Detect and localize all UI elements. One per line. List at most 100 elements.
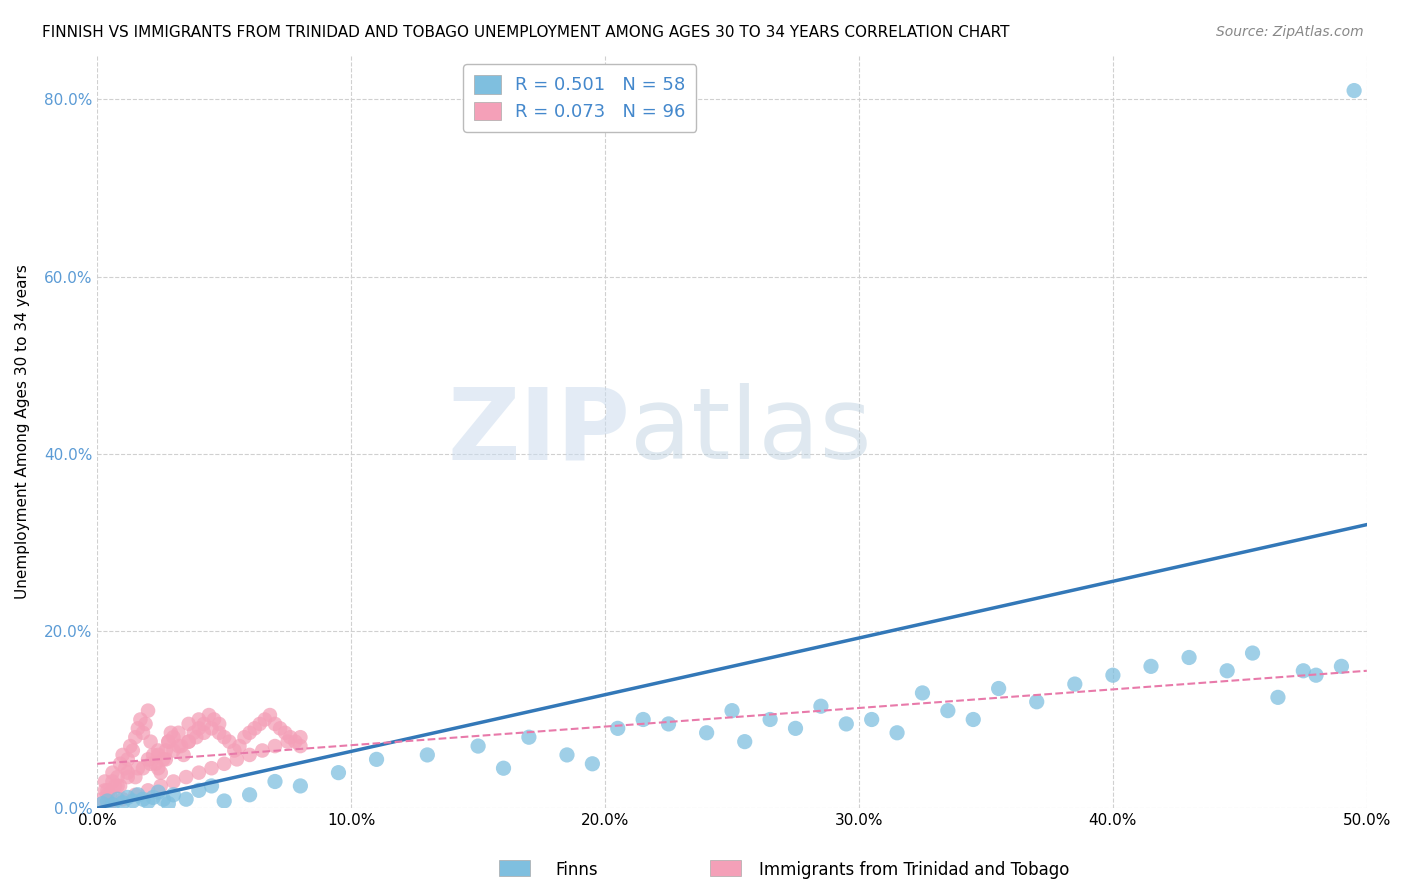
Legend: R = 0.501   N = 58, R = 0.073   N = 96: R = 0.501 N = 58, R = 0.073 N = 96	[463, 64, 696, 132]
Point	[269, 722, 291, 736]
Point	[200, 761, 222, 775]
Point	[212, 730, 235, 744]
Point	[886, 726, 908, 740]
Point	[555, 747, 578, 762]
Point	[98, 797, 121, 811]
Point	[101, 797, 124, 812]
Point	[1216, 664, 1239, 678]
Point	[658, 717, 681, 731]
Point	[157, 734, 180, 748]
Point	[127, 788, 149, 802]
Point	[1267, 690, 1289, 705]
Point	[132, 726, 155, 740]
Point	[187, 713, 209, 727]
Point	[810, 699, 832, 714]
Point	[136, 752, 159, 766]
Text: atlas: atlas	[630, 383, 872, 480]
Point	[187, 722, 209, 736]
Point	[581, 756, 603, 771]
Point	[145, 756, 167, 771]
Point	[155, 752, 177, 766]
Point	[127, 761, 149, 775]
Point	[162, 730, 184, 744]
Point	[239, 788, 262, 802]
Point	[91, 792, 114, 806]
Point	[259, 708, 281, 723]
Point	[111, 792, 134, 806]
Point	[631, 713, 654, 727]
Point	[233, 730, 256, 744]
Point	[120, 739, 142, 753]
Point	[200, 722, 222, 736]
Point	[835, 717, 858, 731]
Point	[148, 761, 170, 775]
Point	[284, 734, 307, 748]
Point	[911, 686, 934, 700]
Point	[274, 726, 297, 740]
Point	[117, 752, 139, 766]
Point	[142, 790, 165, 805]
Point	[1305, 668, 1327, 682]
Point	[121, 794, 143, 808]
Point	[187, 783, 209, 797]
Point	[202, 713, 225, 727]
Point	[366, 752, 388, 766]
Point	[152, 752, 174, 766]
Point	[253, 713, 276, 727]
Point	[1178, 650, 1201, 665]
Point	[136, 704, 159, 718]
Point	[101, 774, 124, 789]
Point	[148, 743, 170, 757]
Y-axis label: Unemployment Among Ages 30 to 34 years: Unemployment Among Ages 30 to 34 years	[15, 264, 30, 599]
Point	[139, 734, 162, 748]
Point	[142, 747, 165, 762]
Point	[127, 722, 149, 736]
Text: FINNISH VS IMMIGRANTS FROM TRINIDAD AND TOBAGO UNEMPLOYMENT AMONG AGES 30 TO 34 : FINNISH VS IMMIGRANTS FROM TRINIDAD AND …	[42, 25, 1010, 40]
Point	[139, 756, 162, 771]
Point	[117, 770, 139, 784]
Point	[108, 779, 131, 793]
Point	[187, 765, 209, 780]
Point	[96, 794, 118, 808]
Point	[152, 792, 174, 806]
Point	[759, 713, 782, 727]
Point	[467, 739, 489, 753]
Point	[239, 726, 262, 740]
Point	[243, 722, 266, 736]
Point	[1330, 659, 1353, 673]
Point	[124, 788, 146, 802]
Point	[108, 756, 131, 771]
Point	[249, 717, 271, 731]
Point	[1140, 659, 1163, 673]
Point	[107, 792, 129, 806]
Point	[239, 747, 262, 762]
Point	[1063, 677, 1085, 691]
Point	[186, 730, 208, 744]
Point	[962, 713, 984, 727]
Point	[157, 734, 180, 748]
Point	[114, 761, 136, 775]
Point	[124, 730, 146, 744]
Point	[167, 726, 190, 740]
Point	[104, 779, 127, 793]
Point	[183, 726, 205, 740]
Point	[208, 717, 231, 731]
Point	[136, 783, 159, 797]
Point	[174, 770, 197, 784]
Point	[162, 774, 184, 789]
Point	[173, 747, 195, 762]
Point	[228, 739, 250, 753]
Point	[264, 717, 287, 731]
Point	[1292, 664, 1315, 678]
Point	[987, 681, 1010, 696]
Point	[111, 747, 134, 762]
Point	[98, 788, 121, 802]
Point	[134, 717, 156, 731]
Point	[721, 704, 744, 718]
Point	[148, 747, 170, 762]
Point	[277, 734, 299, 748]
Point	[1025, 695, 1047, 709]
Point	[94, 783, 117, 797]
Text: Source: ZipAtlas.com: Source: ZipAtlas.com	[1216, 25, 1364, 39]
Point	[124, 770, 146, 784]
